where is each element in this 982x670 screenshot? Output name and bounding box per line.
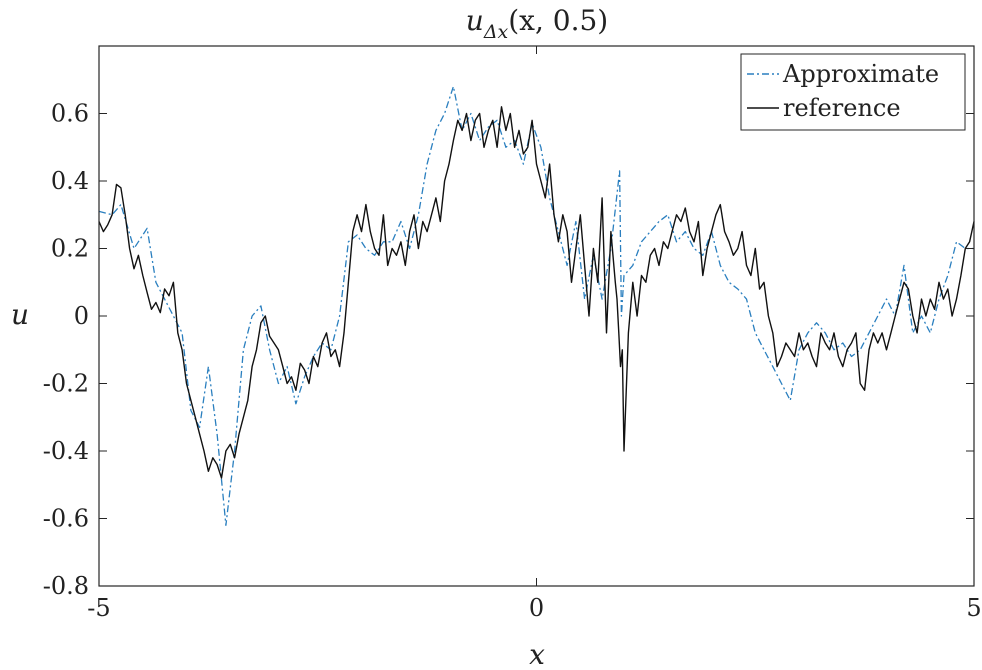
legend-box [740,53,966,131]
y-axis-label: u [11,298,29,331]
y-tick-label: 0.2 [51,235,89,263]
y-tick-label: 0 [74,302,89,330]
x-tick-label: 0 [529,594,544,622]
y-tick-label: -0.2 [43,370,89,398]
y-tick-label: -0.6 [43,505,89,533]
chart-title-rest: (x, 0.5) [508,4,608,37]
axes: -5 0 5 -0.8 -0.6 -0.4 -0.2 0 0.2 0.4 0.6 [43,45,982,622]
x-axis-label: x [529,638,545,670]
legend-label-reference: reference [783,94,901,122]
chart-title: uΔx(x, 0.5) [466,4,608,43]
legend: Approximate reference [740,53,966,131]
chart-title-subscript: Δx [483,21,509,43]
y-tick-label: 0.4 [51,167,89,195]
x-tick-label: 5 [966,594,981,622]
y-tick-label: 0.6 [51,100,89,128]
y-tick-label: -0.8 [43,572,89,600]
x-tick-label: -5 [87,594,110,622]
y-tick-label: -0.4 [43,437,89,465]
plot-area [98,85,975,526]
chart-title-base: u [466,4,484,37]
legend-label-approximate: Approximate [782,60,939,88]
series-line-reference [98,106,975,479]
